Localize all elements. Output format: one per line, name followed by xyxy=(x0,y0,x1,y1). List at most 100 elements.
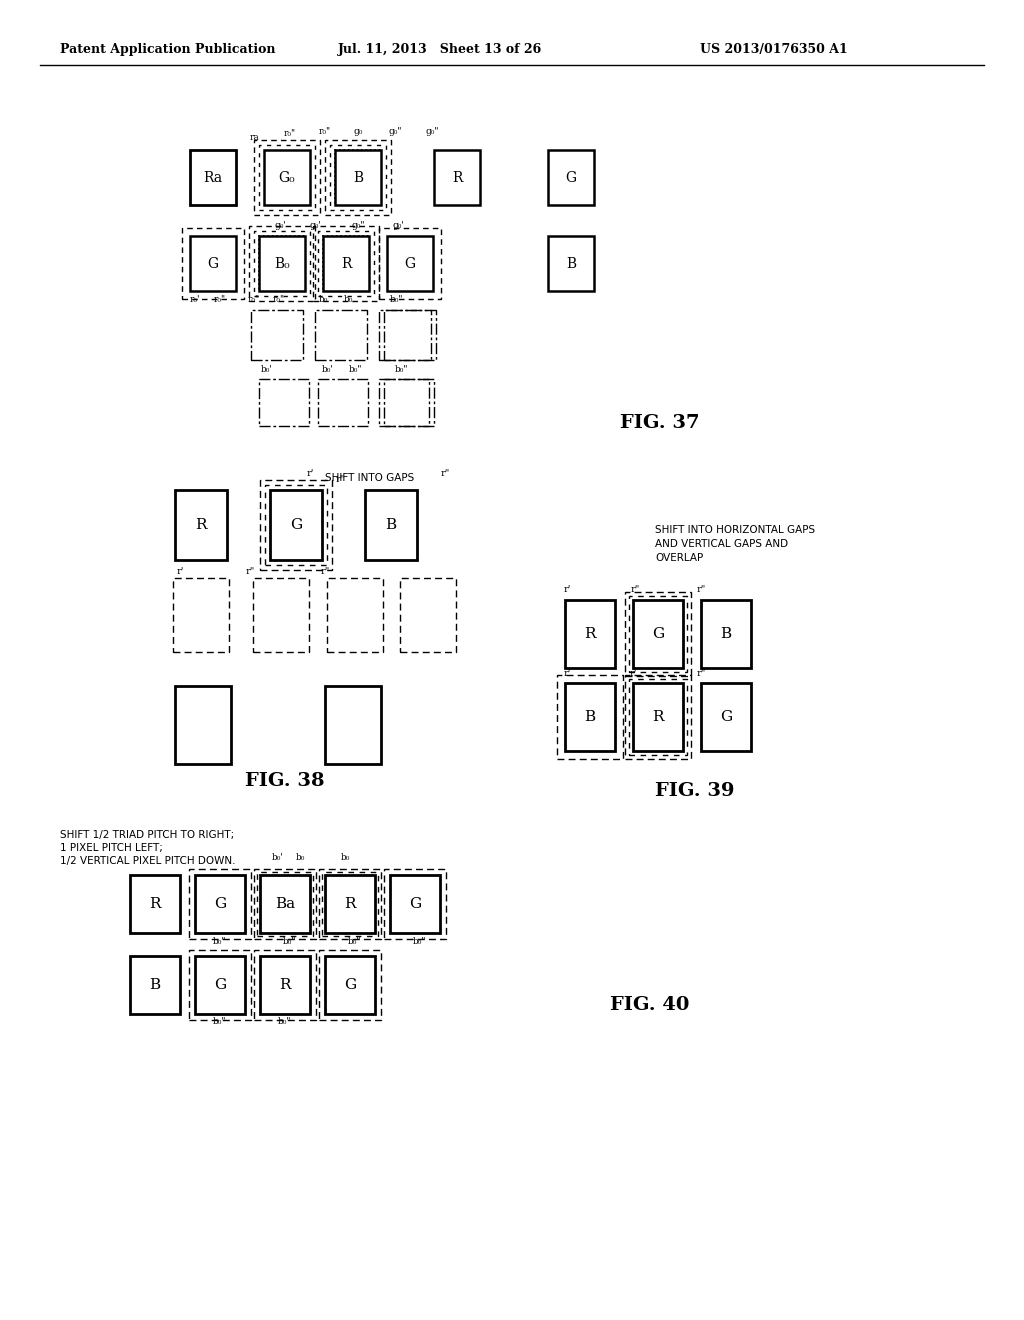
Text: g₀': g₀' xyxy=(274,220,286,230)
Text: R: R xyxy=(341,256,351,271)
Text: g₀': g₀' xyxy=(309,220,321,230)
Text: r': r' xyxy=(563,668,570,677)
Text: G: G xyxy=(344,978,356,993)
Bar xyxy=(400,578,456,652)
Bar xyxy=(260,956,310,1014)
Bar xyxy=(189,869,251,939)
Text: b₀": b₀" xyxy=(213,1016,226,1026)
Bar xyxy=(173,578,229,652)
Text: G: G xyxy=(290,517,302,532)
Bar xyxy=(190,150,236,205)
Bar xyxy=(629,678,687,755)
Bar xyxy=(319,950,381,1020)
Text: g₀': g₀' xyxy=(392,220,403,230)
Bar xyxy=(557,675,623,759)
Text: r₀": r₀" xyxy=(248,294,260,304)
Text: r": r" xyxy=(696,586,706,594)
Text: b₀: b₀ xyxy=(340,853,349,862)
Text: FIG. 37: FIG. 37 xyxy=(621,413,699,432)
Bar xyxy=(260,875,310,933)
Text: r₀": r₀" xyxy=(284,128,296,137)
Bar xyxy=(254,950,316,1020)
Text: AND VERTICAL GAPS AND: AND VERTICAL GAPS AND xyxy=(655,539,788,549)
Text: r': r' xyxy=(563,586,570,594)
Text: r₀': r₀' xyxy=(189,294,201,304)
Bar xyxy=(322,873,378,936)
Text: r": r" xyxy=(246,568,255,577)
Bar xyxy=(254,140,319,215)
Bar xyxy=(701,601,751,668)
Text: r': r' xyxy=(306,470,313,479)
Bar xyxy=(323,236,369,290)
Bar xyxy=(259,379,309,426)
Bar xyxy=(254,231,310,296)
Bar xyxy=(335,150,381,205)
Text: b₀: b₀ xyxy=(318,294,328,304)
Text: G: G xyxy=(404,256,416,271)
Text: r": r" xyxy=(335,475,345,484)
Bar xyxy=(265,484,327,565)
Bar xyxy=(315,310,367,360)
Text: G: G xyxy=(565,170,577,185)
Bar xyxy=(253,578,309,652)
Text: FIG. 40: FIG. 40 xyxy=(610,997,690,1014)
Text: Ba: Ba xyxy=(274,898,295,911)
Text: r": r" xyxy=(321,568,330,577)
Text: SHIFT 1/2 TRIAD PITCH TO RIGHT;: SHIFT 1/2 TRIAD PITCH TO RIGHT; xyxy=(60,830,234,840)
Bar xyxy=(384,379,434,426)
Text: G: G xyxy=(720,710,732,723)
Text: b₀': b₀' xyxy=(261,364,273,374)
Bar xyxy=(259,236,305,290)
Text: G: G xyxy=(652,627,665,642)
Text: g₀": g₀" xyxy=(388,127,401,136)
Bar xyxy=(379,310,431,360)
Text: OVERLAP: OVERLAP xyxy=(655,553,703,564)
Text: B: B xyxy=(385,517,396,532)
Bar xyxy=(251,310,303,360)
Bar xyxy=(365,490,417,560)
Bar xyxy=(325,140,391,215)
Bar xyxy=(548,236,594,290)
Text: Jul. 11, 2013   Sheet 13 of 26: Jul. 11, 2013 Sheet 13 of 26 xyxy=(338,44,542,57)
Bar xyxy=(270,490,322,560)
Bar xyxy=(330,145,386,210)
Bar xyxy=(130,875,180,933)
Text: r": r" xyxy=(696,668,706,677)
Text: G: G xyxy=(208,256,218,271)
Text: R: R xyxy=(652,710,664,723)
Text: b₀": b₀" xyxy=(279,1016,292,1026)
Bar xyxy=(325,686,381,764)
Text: b₀": b₀" xyxy=(395,364,409,374)
Bar xyxy=(182,228,244,300)
Bar xyxy=(130,956,180,1014)
Bar xyxy=(629,597,687,672)
Text: B: B xyxy=(721,627,731,642)
Text: g₀": g₀" xyxy=(425,127,438,136)
Text: US 2013/0176350 A1: US 2013/0176350 A1 xyxy=(700,44,848,57)
Text: b₀": b₀" xyxy=(414,936,427,945)
Text: b₀: b₀ xyxy=(343,294,352,304)
Text: R: R xyxy=(585,627,596,642)
Text: b₀: b₀ xyxy=(295,853,305,862)
Text: R: R xyxy=(196,517,207,532)
Bar xyxy=(319,869,381,939)
Text: r₀": r₀" xyxy=(318,127,331,136)
Text: R: R xyxy=(280,978,291,993)
Bar xyxy=(434,150,480,205)
Text: b₀": b₀" xyxy=(349,364,362,374)
Bar xyxy=(175,686,231,764)
Bar xyxy=(323,236,369,290)
Bar xyxy=(259,236,305,290)
Text: g₀: g₀ xyxy=(353,127,362,136)
Text: b₀': b₀' xyxy=(271,853,284,862)
Bar xyxy=(313,226,379,301)
Bar xyxy=(259,145,315,210)
Bar xyxy=(318,379,368,426)
Bar xyxy=(189,950,251,1020)
Text: b₀": b₀" xyxy=(284,936,297,945)
Bar xyxy=(195,875,245,933)
Text: 1 PIXEL PITCH LEFT;: 1 PIXEL PITCH LEFT; xyxy=(60,843,163,853)
Bar xyxy=(325,956,375,1014)
Bar xyxy=(565,682,615,751)
Text: FIG. 39: FIG. 39 xyxy=(655,781,735,800)
